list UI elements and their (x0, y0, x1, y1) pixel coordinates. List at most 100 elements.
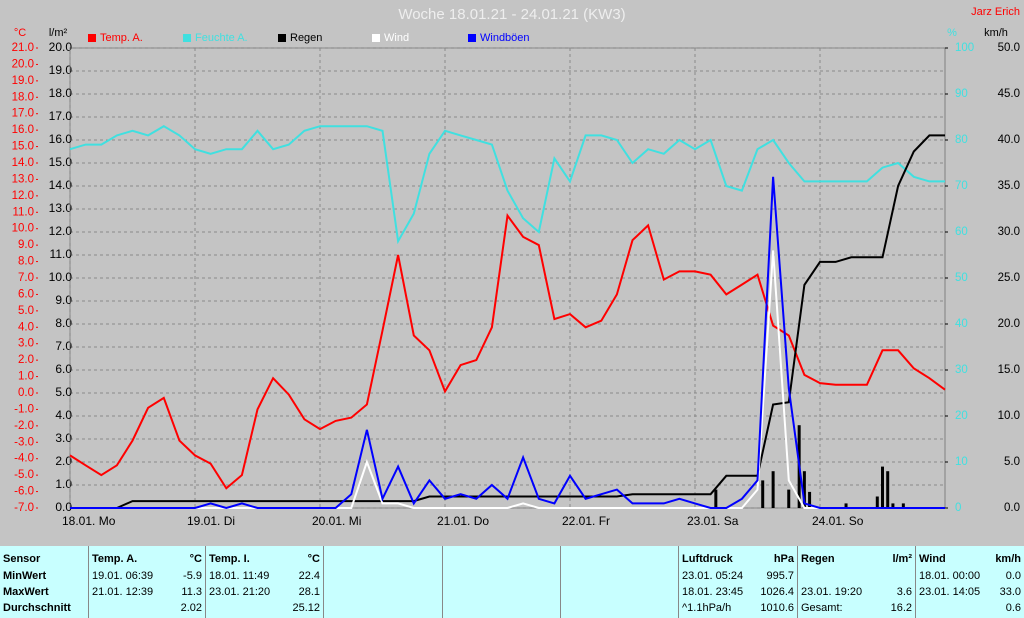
plot-area (69, 47, 946, 509)
y-tick-label: -2.0 (14, 420, 34, 432)
y-tick-label: 0.0 (18, 387, 34, 399)
legend-label: Wind (384, 32, 409, 44)
y4-tick-label: 0.0 (1004, 502, 1020, 514)
y2-tick-label: 14.0 (49, 178, 73, 192)
y4-tick-label: 10.0 (998, 410, 1020, 422)
y2-tick-label: 8.0 (55, 316, 72, 330)
rain-bar (802, 471, 806, 508)
table-column: Sensor MinWert MaxWert Durchschnitt (0, 546, 88, 618)
y-tick-label: 2.0 (18, 354, 34, 366)
header-unit: °C (307, 553, 320, 565)
y2-tick-label: 1.0 (55, 477, 72, 491)
header-cell: Temp. A. (92, 553, 138, 565)
rain-bar (881, 466, 884, 508)
chart-title: Woche 18.01.21 - 24.01.21 (KW3) (398, 6, 625, 23)
y4-tick-label: 50.0 (998, 42, 1020, 54)
x-tick-label: 24.01. So (812, 514, 864, 528)
header-row: Temp. I. °C (206, 546, 323, 568)
legend-swatch (278, 34, 286, 42)
table-cell: 25.12 (292, 602, 320, 614)
y-tick-label: 19.0 (12, 75, 34, 87)
y2-tick-label: 6.0 (55, 362, 72, 376)
y-tick-label: -1.0 (14, 403, 34, 415)
y-tick-label: 14.0 (12, 157, 34, 169)
rain-bar (808, 491, 812, 508)
y2-tick-label: 10.0 (49, 270, 73, 284)
table-column: Regen l/m² 23.01. 19:20 3.6 Gesamt: 16.2 (797, 546, 915, 618)
y-tick-label: -4.0 (14, 453, 34, 465)
y2-tick-label: 15.0 (49, 155, 73, 169)
table-cell: 22.4 (298, 570, 320, 582)
row: ^1.1hPa/h 1010.6 (679, 600, 797, 616)
row: 18.01. 00:00 0.0 (916, 568, 1024, 584)
stats-table: Sensor MinWert MaxWert Durchschnitt Temp. A.… (0, 546, 1024, 618)
author: Jarz Erich (971, 6, 1020, 18)
legend-swatch (468, 34, 476, 42)
legend-label: Windböen (480, 32, 530, 44)
y2-tick-label: 13.0 (49, 201, 73, 215)
y-tick-label: -6.0 (14, 486, 34, 498)
rain-bar (875, 496, 879, 508)
table-cell: 2.02 (180, 602, 202, 614)
x-tick-label: 20.01. Mi (312, 514, 361, 528)
rain-bar (844, 503, 848, 508)
y-tick-label: 17.0 (12, 108, 34, 120)
row: 21.01. 12:39 11.3 (89, 584, 205, 600)
y-tick-label: 11.0 (12, 206, 34, 218)
x-tick-label: 22.01. Fr (562, 514, 610, 528)
header-row: Luftdruck hPa (679, 546, 797, 568)
header-unit: °C (189, 553, 202, 565)
series-line (70, 176, 945, 510)
header-cell: Wind (919, 553, 946, 565)
table-column: Temp. I. °C 18.01. 11:49 22.4 23.01. 21:20 28… (205, 546, 323, 618)
header-cell: Luftdruck (682, 553, 733, 565)
y2-tick-label: 3.0 (55, 431, 72, 445)
row: 23.01. 14:05 33.0 (916, 584, 1024, 600)
y3-tick-label: 80 (955, 134, 968, 146)
y3-tick-label: 0 (955, 502, 961, 514)
y-tick-label: 15.0 (12, 141, 34, 153)
table-cell: 18.01. 23:45 (682, 586, 744, 598)
y2-tick-label: 5.0 (55, 385, 72, 399)
y-tick-label: 8.0 (18, 256, 34, 268)
rain-bar (891, 503, 895, 508)
series-line (69, 213, 946, 490)
table-cell: 28.1 (298, 586, 320, 598)
y-tick-label: 7.0 (18, 272, 34, 284)
table-column: Temp. A. °C 19.01. 06:39 -5.9 21.01. 12:39 11… (88, 546, 205, 618)
y4-tick-label: 25.0 (998, 272, 1020, 284)
y3-tick-label: 70 (955, 180, 968, 192)
y-axis-label: °C (14, 27, 26, 39)
y4-tick-label: 30.0 (998, 226, 1020, 238)
y3-tick-label: 40 (955, 318, 968, 330)
row: MinWert (0, 568, 88, 584)
rain-bar (787, 489, 791, 508)
table-cell: 3.6 (896, 586, 912, 598)
row (798, 568, 915, 584)
rain-bar (771, 471, 775, 508)
legend-label: Feuchte A. (195, 32, 248, 44)
y-tick-label: 10.0 (12, 223, 34, 235)
y4-tick-label: 45.0 (998, 88, 1020, 100)
x-tick-label: 21.01. Do (437, 514, 489, 528)
table-cell: -5.9 (183, 570, 202, 582)
legend-label: Temp. A. (100, 32, 143, 44)
y-tick-label: 18.0 (12, 91, 34, 103)
table-cell: 23.01. 14:05 (919, 586, 981, 598)
y4-tick-label: 5.0 (1004, 456, 1020, 468)
y2-tick-label: 19.0 (49, 63, 73, 77)
rain-bar (714, 489, 718, 508)
row: 2.02 (89, 600, 205, 616)
y3-tick-label: 100 (955, 42, 974, 54)
row: 0.6 (916, 600, 1024, 616)
y-tick-label: 16.0 (12, 124, 34, 136)
table-cell: 23.01. 05:24 (682, 570, 744, 582)
row: 18.01. 11:49 22.4 (206, 568, 323, 584)
legend-swatch (372, 34, 380, 42)
y-tick-label: 4.0 (18, 321, 34, 333)
y4-tick-label: 40.0 (998, 134, 1020, 146)
legend-label: Regen (290, 32, 322, 44)
table-column: Wind km/h 18.01. 00:00 0.0 23.01. 14:05 33.0 0… (915, 546, 1024, 618)
row-label: MinWert (3, 570, 47, 582)
